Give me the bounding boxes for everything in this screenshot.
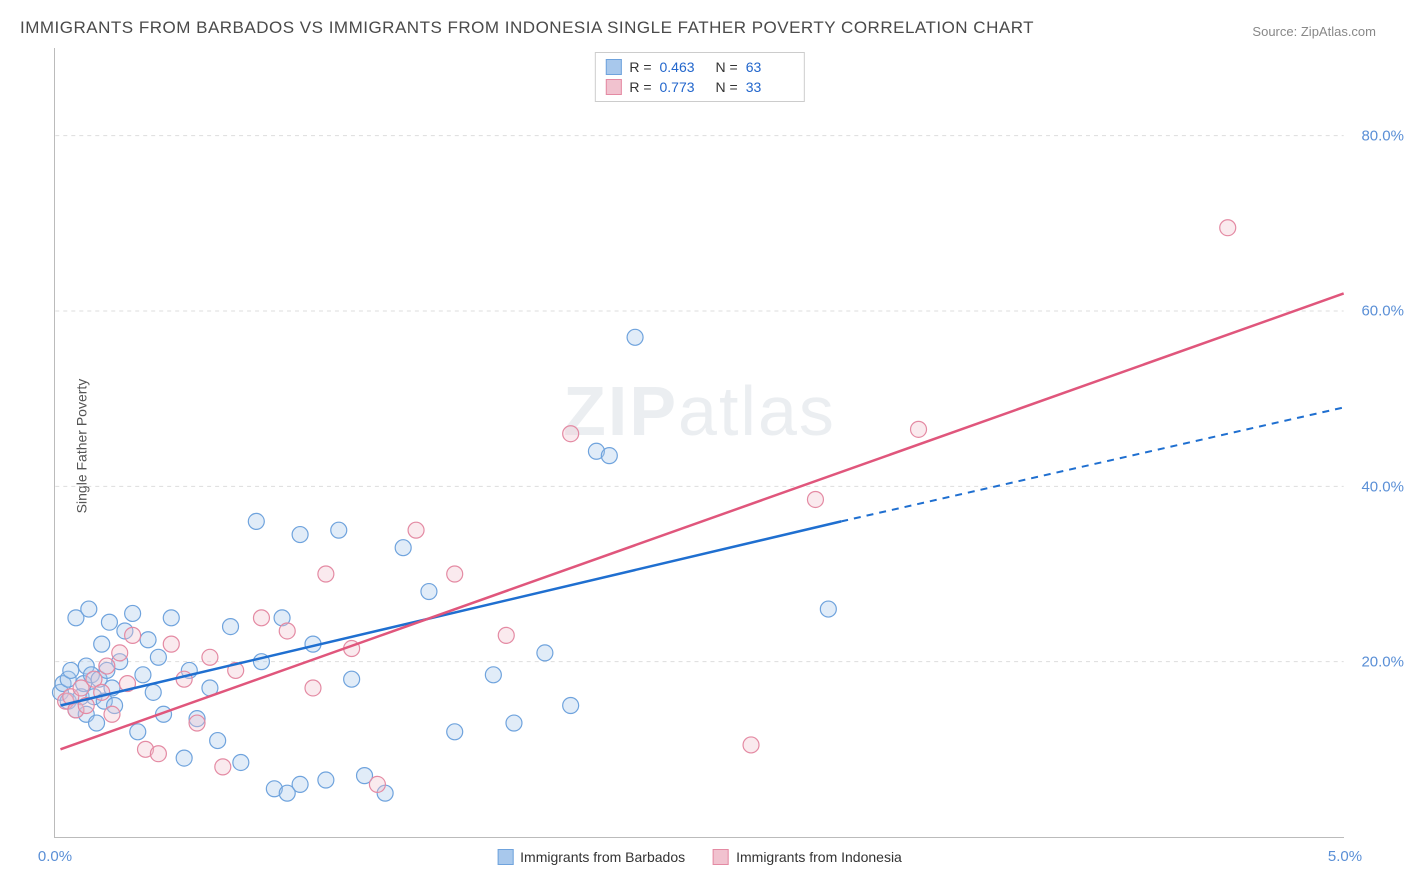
r-value-indonesia: 0.773: [660, 79, 708, 95]
legend-row-indonesia: R = 0.773 N = 33: [605, 77, 793, 97]
chart-container: IMMIGRANTS FROM BARBADOS VS IMMIGRANTS F…: [0, 0, 1406, 892]
legend-swatch-indonesia: [605, 79, 621, 95]
legend-swatch-barbados: [605, 59, 621, 75]
r-label: R =: [629, 79, 651, 95]
legend-label-indonesia: Immigrants from Indonesia: [736, 849, 902, 865]
chart-title: IMMIGRANTS FROM BARBADOS VS IMMIGRANTS F…: [20, 18, 1034, 38]
source-attribution: Source: ZipAtlas.com: [1252, 24, 1376, 39]
y-tick-label: 80.0%: [1361, 127, 1404, 144]
plot-area: ZIPatlas R = 0.463 N = 63 R = 0.773 N = …: [54, 48, 1344, 838]
legend-item-barbados: Immigrants from Barbados: [497, 849, 685, 865]
y-tick-label: 60.0%: [1361, 303, 1404, 320]
r-label: R =: [629, 59, 651, 75]
series-legend: Immigrants from Barbados Immigrants from…: [497, 849, 902, 865]
trend-lines-layer: [55, 48, 1344, 837]
r-value-barbados: 0.463: [660, 59, 708, 75]
correlation-legend: R = 0.463 N = 63 R = 0.773 N = 33: [594, 52, 804, 102]
y-tick-label: 20.0%: [1361, 654, 1404, 671]
n-label: N =: [716, 79, 738, 95]
legend-row-barbados: R = 0.463 N = 63: [605, 57, 793, 77]
legend-swatch-indonesia: [713, 849, 729, 865]
legend-label-barbados: Immigrants from Barbados: [520, 849, 685, 865]
source-link[interactable]: ZipAtlas.com: [1301, 24, 1376, 39]
legend-item-indonesia: Immigrants from Indonesia: [713, 849, 902, 865]
x-tick-label: 5.0%: [1328, 848, 1362, 865]
n-value-indonesia: 33: [746, 79, 794, 95]
n-value-barbados: 63: [746, 59, 794, 75]
n-label: N =: [716, 59, 738, 75]
legend-swatch-barbados: [497, 849, 513, 865]
x-tick-label: 0.0%: [38, 848, 72, 865]
source-label: Source:: [1252, 24, 1297, 39]
y-tick-label: 40.0%: [1361, 478, 1404, 495]
